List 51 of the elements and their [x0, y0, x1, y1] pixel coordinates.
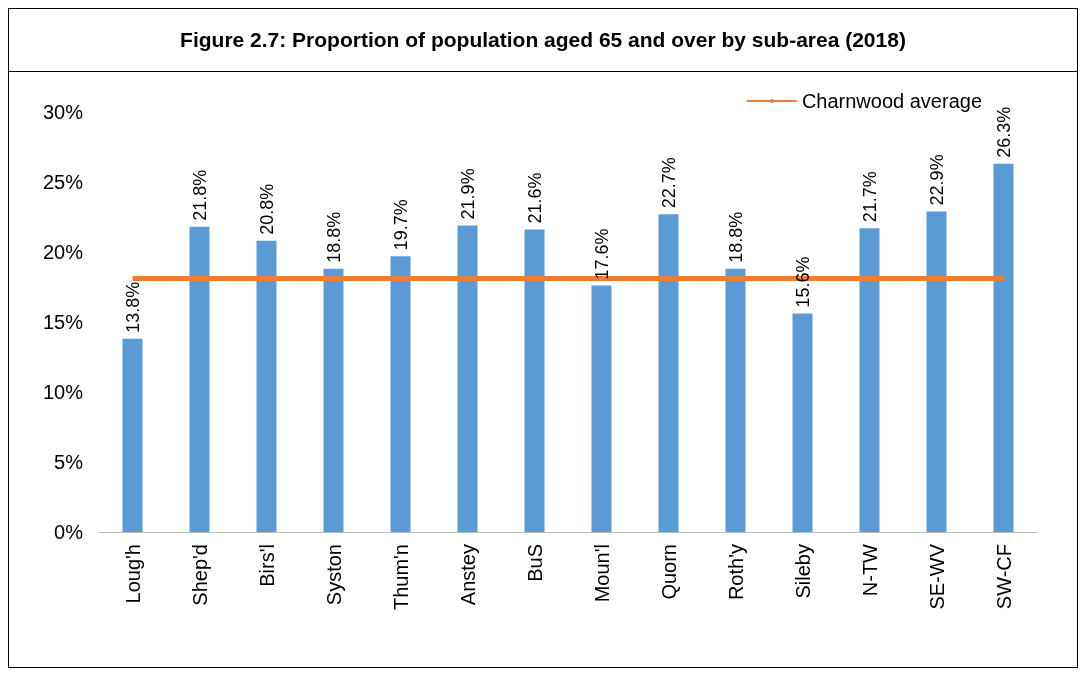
x-tick-label: Moun'l: [590, 544, 613, 603]
data-label: 20.8%: [256, 183, 277, 235]
y-tick-label: 10%: [42, 381, 84, 403]
bar: [390, 256, 411, 532]
x-tick-label: Roth'y: [724, 544, 747, 601]
data-label: 15.6%: [792, 256, 813, 308]
x-tick-label: BuS: [523, 544, 546, 582]
data-label: 21.6%: [524, 172, 545, 224]
legend-label: Charnwood average: [801, 90, 983, 112]
bar: [189, 226, 210, 532]
x-tick-label: N-TW: [858, 543, 881, 597]
y-tick-label: 5%: [54, 451, 84, 473]
bar: [457, 225, 478, 532]
y-tick-label: 20%: [42, 241, 84, 263]
chart-title: Figure 2.7: Proportion of population aged 65 and over by sub-area (2018): [9, 9, 1077, 72]
data-label: 21.7%: [859, 171, 880, 223]
data-label: 13.8%: [122, 281, 143, 333]
data-label: 18.8%: [323, 211, 344, 263]
bar: [256, 240, 277, 532]
x-tick-label: Shep'd: [188, 544, 211, 606]
x-tick-label: SE-WV: [925, 543, 948, 610]
data-label: 22.9%: [926, 154, 947, 206]
data-label: 21.9%: [457, 168, 478, 220]
data-label: 17.6%: [591, 228, 612, 280]
data-label: 19.7%: [390, 199, 411, 251]
bar: [524, 229, 545, 532]
x-tick-label: Loug'h: [121, 544, 144, 604]
bar: [323, 268, 344, 532]
x-tick-label: Sileby: [791, 544, 814, 599]
data-label: 26.3%: [993, 106, 1014, 158]
bar: [122, 338, 143, 532]
bar: [658, 214, 679, 532]
bar: [926, 211, 947, 532]
x-tick-label: Thum'n: [389, 544, 412, 611]
y-tick-label: 0%: [54, 521, 84, 543]
bar: [591, 285, 612, 532]
bar: [993, 163, 1014, 532]
x-tick-label: Anstey: [456, 544, 479, 606]
x-tick-label: Syston: [322, 544, 345, 606]
y-tick-label: 25%: [42, 171, 84, 193]
y-tick-label: 30%: [42, 101, 84, 123]
bar: [792, 313, 813, 532]
data-label: 21.8%: [189, 169, 210, 221]
x-tick-label: SW-CF: [992, 544, 1015, 610]
bar: [725, 268, 746, 532]
data-label: 22.7%: [658, 157, 679, 209]
y-tick-label: 15%: [42, 311, 84, 333]
data-label: 18.8%: [725, 211, 746, 263]
x-tick-label: Quorn: [657, 544, 680, 600]
bar: [859, 228, 880, 532]
x-tick-label: Birs'l: [255, 544, 278, 587]
